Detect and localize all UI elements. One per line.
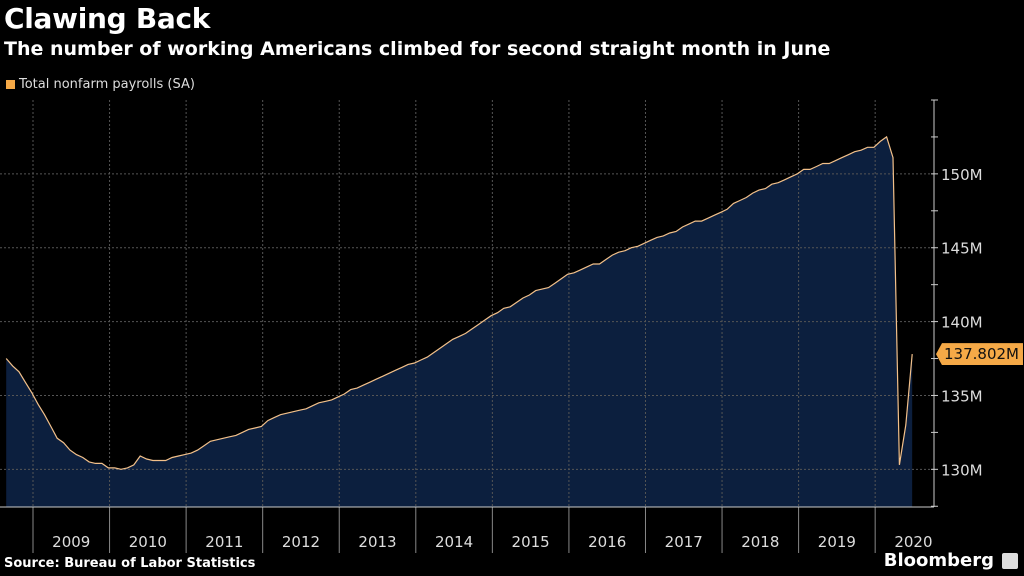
x-tick-label: 2012 <box>282 533 320 551</box>
x-tick-label: 2015 <box>512 533 550 551</box>
y-tick-label: 140M <box>941 314 983 332</box>
y-tick-label: 150M <box>941 166 983 184</box>
chart-subtitle: The number of working Americans climbed … <box>4 38 831 60</box>
x-tick-label: 2013 <box>358 533 396 551</box>
y-tick-label: 145M <box>941 240 983 258</box>
x-tick-label: 2018 <box>741 533 779 551</box>
x-tick-label: 2014 <box>435 533 473 551</box>
series-area <box>6 136 913 507</box>
x-tick-label: 2017 <box>665 533 703 551</box>
legend: Total nonfarm payrolls (SA) <box>6 77 195 92</box>
x-tick-label: 2020 <box>894 533 932 551</box>
y-tick-label: 135M <box>941 387 983 405</box>
legend-label: Total nonfarm payrolls (SA) <box>19 77 195 92</box>
x-tick-label: 2010 <box>129 533 167 551</box>
y-tick-label: 130M <box>941 461 983 479</box>
x-tick-label: 2009 <box>52 533 90 551</box>
x-tick-label: 2011 <box>205 533 243 551</box>
legend-swatch <box>6 80 15 89</box>
bloomberg-chart-icon <box>1002 553 1018 569</box>
source-note: Source: Bureau of Labor Statistics <box>4 556 256 571</box>
x-tick-label: 2016 <box>588 533 626 551</box>
last-value-label: 137.802M <box>936 343 1023 366</box>
brand-logo: Bloomberg <box>883 550 994 571</box>
series-line <box>5 135 913 470</box>
x-tick-label: 2019 <box>818 533 856 551</box>
chart-title: Clawing Back <box>4 2 211 35</box>
